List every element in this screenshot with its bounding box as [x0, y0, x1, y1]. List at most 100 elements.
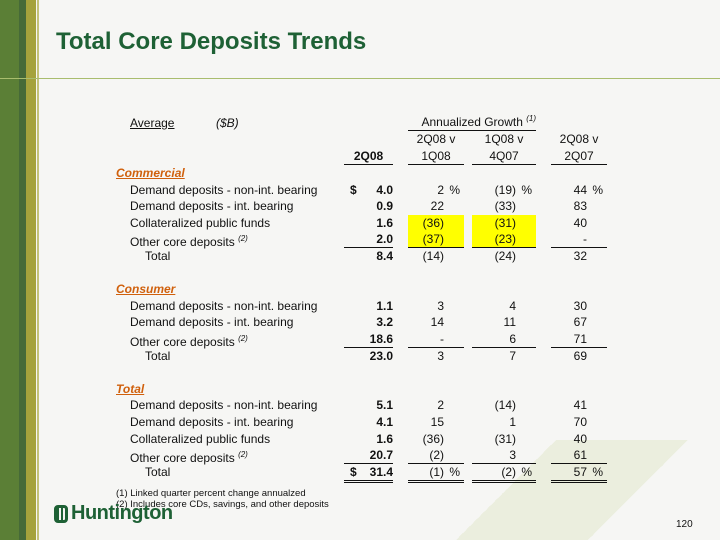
- growth-2: (2)%: [472, 464, 536, 483]
- footnote-ref: (2): [238, 334, 248, 343]
- growth-value: 2: [437, 182, 444, 197]
- growth-2: 11: [472, 314, 536, 330]
- header-cell: [344, 131, 393, 147]
- footnote-ref: (2): [238, 234, 248, 244]
- growth-value: (33): [494, 199, 516, 214]
- growth-value: 11: [503, 315, 516, 330]
- header-cell: 2Q08: [344, 148, 393, 165]
- header-cell: 2Q08 v: [551, 131, 607, 147]
- percent-sign: %: [449, 464, 460, 479]
- growth-value: 3: [509, 448, 516, 463]
- percent-sign: %: [449, 182, 460, 197]
- growth-value: 40: [573, 215, 587, 230]
- growth-value: 15: [430, 415, 444, 429]
- header-cell: 2Q08 v: [408, 131, 464, 147]
- growth-2: 3: [472, 447, 536, 465]
- growth-2: (33): [472, 198, 536, 214]
- growth-3: 61: [551, 447, 607, 465]
- growth-value: 6: [509, 332, 516, 346]
- growth-3: 40: [551, 431, 607, 447]
- footnote-ref: (2): [238, 450, 248, 460]
- growth-value: (36): [422, 215, 444, 230]
- table-row: Other core deposits (2) 2.0 (37) (23) -: [0, 231, 720, 250]
- row-label: Other core deposits (2): [130, 231, 248, 250]
- value-2q08: 0.9: [344, 198, 393, 214]
- header-text: 1Q08: [421, 148, 451, 163]
- dollar-sign: $: [350, 464, 357, 479]
- value: 18.6: [369, 332, 393, 346]
- growth-value: (2): [429, 448, 444, 463]
- value-2q08: 1.6: [344, 431, 393, 447]
- value-2q08: 18.6: [344, 331, 393, 348]
- value: 1.6: [376, 431, 393, 446]
- row-label-text: Demand deposits - non-int. bearing: [130, 398, 318, 413]
- row-label: Collateralized public funds: [130, 215, 270, 231]
- value: 31.4: [369, 464, 393, 479]
- row-label-text: Total: [145, 249, 171, 263]
- row-label: Total: [145, 248, 170, 264]
- section-header: Consumer: [0, 281, 720, 297]
- section-title: Total: [116, 381, 145, 396]
- percent-sign: %: [521, 464, 532, 479]
- row-label-text: Total: [145, 348, 171, 363]
- row-label-text: Demand deposits - non-int. bearing: [130, 298, 318, 313]
- value-2q08: 3.2: [344, 314, 393, 330]
- growth-1: 3: [408, 348, 464, 364]
- section-header: Total: [0, 381, 720, 397]
- value-2q08: $31.4: [344, 464, 393, 483]
- table-row: Demand deposits - int. bearing 0.9 22 (33) 8…: [0, 198, 720, 214]
- growth-1: 14: [408, 314, 464, 330]
- header-text: 2Q07: [564, 148, 594, 163]
- dollar-sign: $: [350, 182, 357, 197]
- row-label: Other core deposits (2): [130, 331, 248, 350]
- unit-label: ($B): [216, 116, 239, 130]
- growth-1: 22: [408, 198, 464, 214]
- value: 0.9: [376, 199, 393, 214]
- growth-1: 3: [408, 298, 464, 314]
- value-2q08: 1.1: [344, 298, 393, 314]
- growth-1: (37): [408, 231, 464, 249]
- growth-value: 57: [573, 464, 587, 479]
- row-label: Demand deposits - non-int. bearing: [130, 397, 317, 413]
- row-label-text: Other core deposits: [130, 451, 235, 466]
- growth-value: -: [440, 332, 444, 346]
- side-stripe: [0, 0, 19, 540]
- growth-2: (24): [472, 248, 536, 264]
- growth-value: (31): [494, 431, 516, 446]
- growth-3: 41: [551, 397, 607, 413]
- row-label-text: Demand deposits - int. bearing: [130, 315, 294, 330]
- growth-3: 30: [551, 298, 607, 314]
- value: 2.0: [376, 232, 393, 247]
- row-label-text: Other core deposits: [130, 335, 235, 349]
- growth-value: 67: [573, 315, 587, 330]
- table-row: Other core deposits (2) 18.6 - 6 71: [0, 331, 720, 350]
- growth-1: (1)%: [408, 464, 464, 483]
- growth-value: 41: [573, 398, 587, 413]
- percent-sign: %: [521, 182, 532, 197]
- header-text: 4Q07: [489, 148, 519, 163]
- growth-3: 69: [551, 348, 607, 364]
- growth-3: 57%: [551, 464, 607, 483]
- side-stripe: [19, 0, 26, 540]
- logo-mark-icon: [54, 504, 68, 523]
- table-row: Demand deposits - int. bearing 4.1 15 1 70: [0, 414, 720, 430]
- growth-3: 71: [551, 331, 607, 348]
- table-row: Collateralized public funds 1.6 (36) (31) 40: [0, 431, 720, 447]
- table-row: Demand deposits - non-int. bearing $4.0 2%…: [0, 182, 720, 198]
- growth-value: 7: [509, 348, 516, 363]
- page-number: 120: [676, 519, 693, 530]
- value: 4.0: [376, 182, 393, 197]
- row-label: Demand deposits - int. bearing: [130, 414, 293, 430]
- growth-3: 67: [551, 314, 607, 330]
- percent-sign: %: [592, 182, 603, 197]
- value: 23.0: [369, 348, 393, 363]
- value: 5.1: [376, 398, 393, 413]
- growth-2: (14): [472, 397, 536, 413]
- header-row: 2Q08 1Q08 4Q07 2Q07: [0, 148, 720, 165]
- growth-value: (36): [422, 431, 444, 446]
- row-label-text: Demand deposits - non-int. bearing: [130, 182, 318, 197]
- section-title: Consumer: [116, 282, 176, 297]
- growth-value: (14): [422, 249, 444, 263]
- growth-1: (36): [408, 431, 464, 447]
- growth-2: (31): [472, 431, 536, 447]
